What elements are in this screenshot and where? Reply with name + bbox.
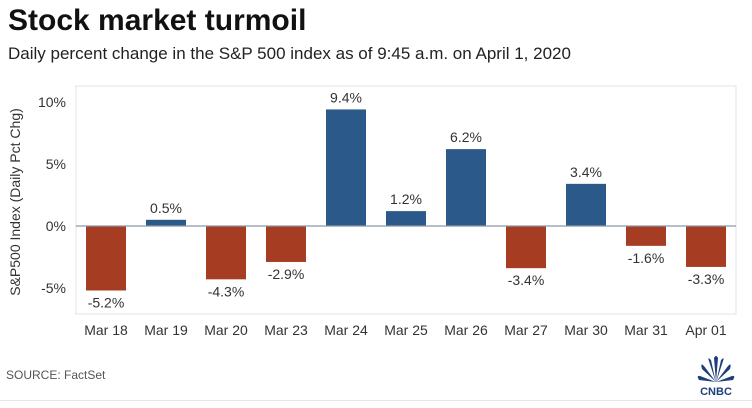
plot-frame bbox=[75, 85, 737, 315]
data-label: -3.3% bbox=[688, 271, 725, 287]
y-axis-ticks: 10% 5% 0% -5% bbox=[38, 94, 66, 296]
x-tick-label: Mar 24 bbox=[324, 322, 368, 338]
data-label: 3.4% bbox=[570, 164, 602, 180]
data-label: -3.4% bbox=[508, 272, 545, 288]
bottom-divider bbox=[0, 400, 752, 401]
bar-apr-01 bbox=[686, 226, 726, 267]
x-tick-label: Mar 27 bbox=[504, 322, 548, 338]
chart-subtitle: Daily percent change in the S&P 500 inde… bbox=[8, 44, 571, 63]
y-tick-label: 0% bbox=[46, 218, 66, 234]
y-tick-label: -5% bbox=[41, 280, 66, 296]
x-tick-label: Mar 26 bbox=[444, 322, 488, 338]
bar-mar-31 bbox=[626, 226, 666, 246]
bar-mar-24 bbox=[326, 109, 366, 226]
data-label: 6.2% bbox=[450, 129, 482, 145]
y-axis-label: S&P500 Index (Daily Pct Chg) bbox=[7, 108, 23, 296]
y-tick-label: 10% bbox=[38, 94, 66, 110]
bar-mar-19 bbox=[146, 219, 186, 226]
x-tick-label: Mar 30 bbox=[564, 322, 608, 338]
bar-mar-30 bbox=[566, 183, 606, 226]
data-label: 9.4% bbox=[330, 89, 362, 105]
chart-title: Stock market turmoil bbox=[8, 4, 307, 37]
bar-mar-27 bbox=[506, 226, 546, 269]
bar-mar-18 bbox=[86, 226, 126, 291]
bars bbox=[86, 109, 726, 291]
x-tick-label: Mar 18 bbox=[84, 322, 128, 338]
x-tick-label: Mar 19 bbox=[144, 322, 188, 338]
bar-mar-23 bbox=[266, 226, 306, 262]
data-labels: -5.2% 0.5% -4.3% -2.9% 9.4% 1.2% 6.2% -3.4% 3.4%… bbox=[88, 89, 725, 310]
bar-mar-25 bbox=[386, 211, 426, 226]
bar-mar-20 bbox=[206, 226, 246, 280]
x-tick-label: Mar 23 bbox=[264, 322, 308, 338]
x-tick-label: Mar 20 bbox=[204, 322, 248, 338]
data-label: -1.6% bbox=[628, 250, 665, 266]
y-tick-label: 5% bbox=[46, 156, 66, 172]
x-tick-label: Apr 01 bbox=[685, 322, 726, 338]
x-axis-ticks: Mar 18 Mar 19 Mar 20 Mar 23 Mar 24 Mar 25 Mar … bbox=[84, 322, 727, 338]
logo-text: CNBC bbox=[700, 386, 732, 398]
data-label: 1.2% bbox=[390, 191, 422, 207]
cnbc-peacock-logo: CNBC bbox=[697, 356, 735, 398]
x-tick-label: Mar 25 bbox=[384, 322, 428, 338]
data-label: -5.2% bbox=[88, 294, 125, 310]
data-label: -4.3% bbox=[208, 283, 245, 299]
data-label: 0.5% bbox=[150, 200, 182, 216]
source-note: SOURCE: FactSet bbox=[6, 368, 106, 382]
bar-mar-26 bbox=[446, 149, 486, 226]
x-tick-label: Mar 31 bbox=[624, 322, 668, 338]
data-label: -2.9% bbox=[268, 266, 305, 282]
